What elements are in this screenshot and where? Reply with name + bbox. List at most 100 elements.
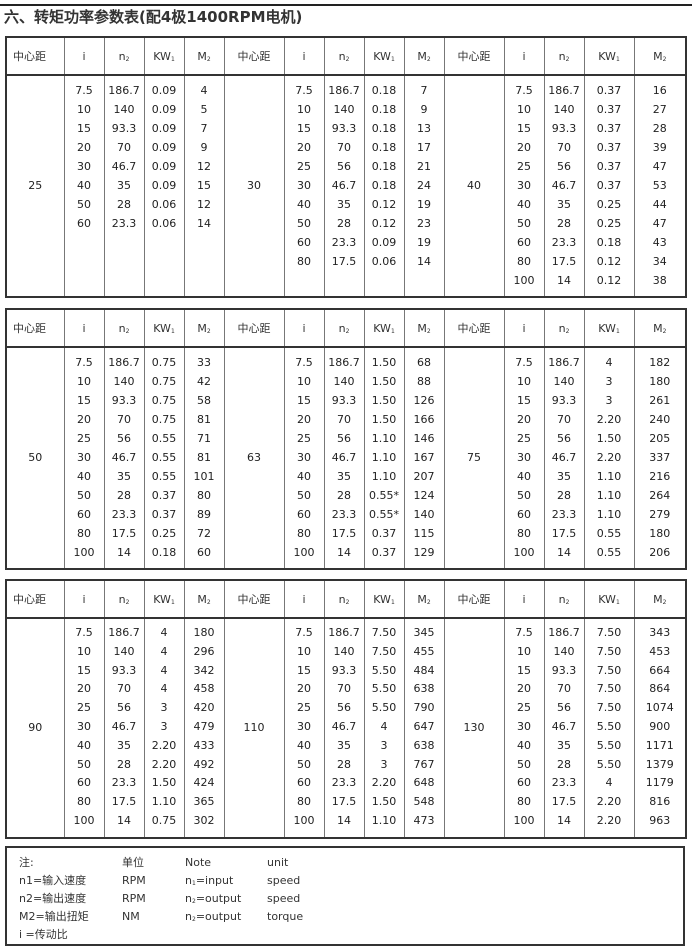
output-speed-value: 186.7 <box>548 626 580 639</box>
ratio-value: 15 <box>297 394 311 407</box>
output-speed-value: 46.7 <box>111 451 137 464</box>
output-speed-value: 93.3 <box>331 394 357 407</box>
output-speed-value: 186.7 <box>548 356 580 369</box>
output-torque-value: 14 <box>417 255 431 268</box>
ratio-header: i <box>63 37 104 76</box>
input-power-value: 5.50 <box>596 719 622 733</box>
output-torque-value: 71 <box>197 432 211 445</box>
page-title: 六、转矩功率参数表(配4极1400RPM电机) <box>4 8 303 26</box>
output-torque-header: M2 <box>403 309 444 348</box>
input-power-header: KW1 <box>143 37 184 76</box>
output-torque-value: 129 <box>413 546 435 559</box>
ratio-value: 100 <box>513 546 535 559</box>
input-power-value: 4 <box>605 776 613 790</box>
input-power-value: 0.55 <box>151 432 177 445</box>
output-torque-value: 790 <box>413 701 435 715</box>
input-power-value: 0.37 <box>596 103 622 116</box>
output-speed-value: 56 <box>337 701 351 715</box>
header-subscript: 2 <box>345 55 350 63</box>
output-speed-column: 186.7 140 93.3 70 56 46.7 35 28 23.3 17.5 14 <box>543 347 584 569</box>
input-power-value: 4 <box>160 626 168 639</box>
ratio-value: 10 <box>77 103 91 116</box>
header-subscript: 2 <box>662 327 667 335</box>
input-power-value: 1.10 <box>596 470 622 483</box>
note-row: M2=输出扭矩 NM n2=output torque <box>7 908 683 926</box>
note-english: n2=output <box>185 890 241 911</box>
ratio-value: 40 <box>77 470 91 483</box>
ratio-value: 50 <box>517 217 531 230</box>
note-unit: RPM <box>122 892 146 905</box>
output-speed-value: 14 <box>117 546 131 559</box>
header-label: KW <box>373 592 391 606</box>
header-subscript: 1 <box>390 55 395 63</box>
ratio-value: 10 <box>517 103 531 116</box>
input-power-value: 0.06 <box>371 255 397 268</box>
output-speed-value: 56 <box>557 701 571 715</box>
ratio-value: 40 <box>77 179 91 192</box>
output-torque-header: M2 <box>403 37 444 76</box>
output-speed-value: 140 <box>113 103 135 116</box>
input-power-value: 1.50 <box>371 795 397 809</box>
output-torque-value: 53 <box>652 179 667 192</box>
output-speed-value: 35 <box>117 470 131 483</box>
header-subscript: 1 <box>390 598 395 606</box>
output-speed-header: n2 <box>543 580 584 619</box>
output-torque-column: 16 27 28 39 47 53 44 47 43 34 38 <box>633 75 686 297</box>
ratio-value: 15 <box>77 122 91 135</box>
ratio-column: 7.5 10 15 20 25 30 40 50 60 80 100 <box>63 618 104 838</box>
output-speed-column: 186.7 140 93.3 70 56 46.7 35 28 23.3 17.5 14 <box>323 618 364 838</box>
input-power-column: 4 4 4 4 3 3 2.20 2.20 1.50 1.10 0.75 <box>143 618 184 838</box>
header-label: n <box>338 592 346 606</box>
torque-power-table-3: 中心距 i n2 KW1 M2 中心距 i n2 KW1 M2 中心距 i n2 KW1 M2 90 7.5 10… <box>5 579 687 839</box>
output-torque-value: 43 <box>652 236 667 249</box>
output-speed-value: 28 <box>117 757 131 771</box>
center-distance-header: 中心距 <box>443 309 504 348</box>
header-label: n <box>118 321 126 335</box>
note-definition: n1=输入速度 <box>19 874 87 887</box>
note-english-text: =output <box>195 892 242 905</box>
header-label: n <box>558 592 566 606</box>
output-speed-value: 46.7 <box>331 451 357 464</box>
ratio-value: 20 <box>297 141 311 154</box>
output-torque-value: 664 <box>649 663 671 677</box>
ratio-header: i <box>503 309 544 348</box>
header-label: i <box>522 592 526 606</box>
ratio-value: 50 <box>77 198 91 211</box>
input-power-value: 0.18 <box>371 84 397 97</box>
output-speed-value: 140 <box>333 644 355 658</box>
input-power-value: 0.37 <box>596 179 622 192</box>
input-power-value: 0.09 <box>371 236 397 249</box>
torque-power-table-2: 中心距 i n2 KW1 M2 中心距 i n2 KW1 M2 中心距 i n2 KW1 M2 50 7.5 10… <box>5 308 687 570</box>
output-torque-header: M2 <box>633 309 686 348</box>
input-power-value: 0.75 <box>151 356 177 369</box>
output-torque-value: 365 <box>193 795 215 809</box>
ratio-header: i <box>63 309 104 348</box>
ratio-value: 30 <box>77 451 91 464</box>
note-english-subscript: 2 <box>191 916 196 923</box>
output-speed-value: 17.5 <box>551 255 577 268</box>
ratio-value: 50 <box>77 757 91 771</box>
output-torque-value: 12 <box>197 160 211 173</box>
header-subscript: 2 <box>426 55 431 63</box>
input-power-value: 3 <box>380 757 388 771</box>
output-torque-value: 963 <box>649 813 671 827</box>
center-distance-cell: 30 <box>223 75 284 297</box>
output-torque-value: 33 <box>197 356 211 369</box>
ratio-value: 7.5 <box>515 84 533 97</box>
output-torque-value: 337 <box>649 451 671 464</box>
input-power-value: 0.25 <box>596 198 622 211</box>
ratio-header: i <box>63 580 104 619</box>
header-label: M <box>653 321 663 335</box>
note-english-unit: speed <box>267 874 301 887</box>
header-label: 中心距 <box>457 50 491 63</box>
output-torque-header: M2 <box>633 580 686 619</box>
output-torque-value: 180 <box>649 527 671 540</box>
input-power-value: 1.10 <box>371 470 397 483</box>
output-speed-value: 23.3 <box>111 776 137 790</box>
ratio-value: 80 <box>297 527 311 540</box>
input-power-value: 4 <box>380 719 388 733</box>
output-speed-value: 56 <box>337 160 351 173</box>
notes-box: 注: 单位 Note unit n1=输入速度 RPM n1=input speed n2=输出… <box>5 846 685 946</box>
output-torque-value: 182 <box>649 356 671 369</box>
output-torque-value: 72 <box>197 527 211 540</box>
